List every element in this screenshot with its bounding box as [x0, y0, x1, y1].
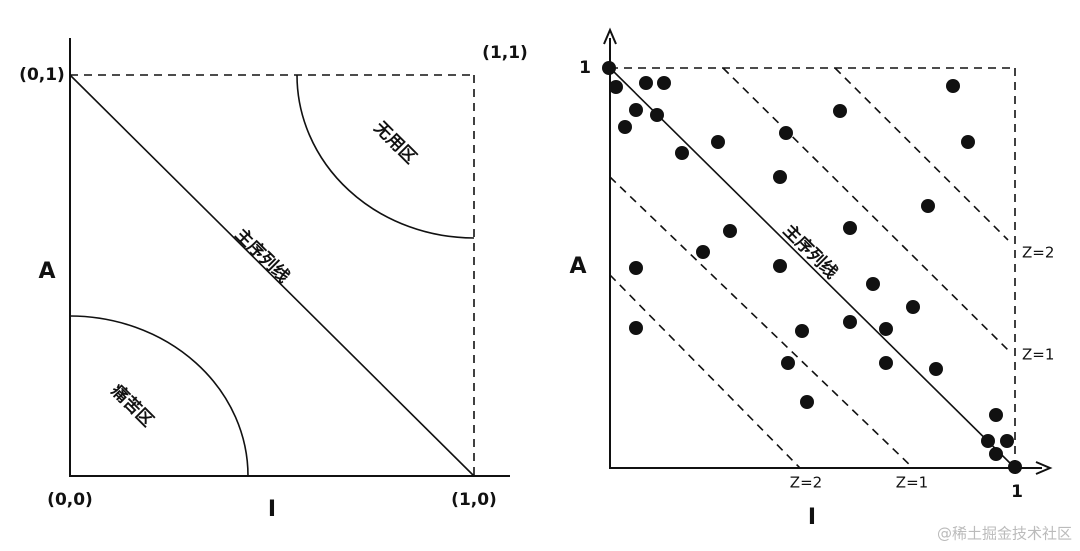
arrow [603, 27, 617, 45]
corner-label: (0,0) [47, 490, 93, 510]
main-sequence-label: 主序列线 [231, 224, 294, 287]
watermark: @稀土掘金技术社区 [937, 525, 1072, 543]
z-line [609, 176, 914, 469]
y-axis-label: A [569, 254, 586, 279]
main-sequence-line [609, 67, 1016, 469]
corner-label: (1,0) [451, 490, 497, 510]
corner-label: (1,1) [482, 43, 528, 63]
z-line [834, 67, 1009, 241]
left-diagram: (0,1) (1,1) (0,0) (1,0) A I 无用区 主序列线 痛苦区 [19, 38, 528, 522]
x-axis-label: I [268, 497, 276, 522]
x-axis-label: I [808, 505, 816, 530]
arrow [1035, 461, 1053, 475]
corner-label: (0,1) [19, 65, 65, 85]
z-label: Z=2 [790, 474, 822, 492]
y-axis-label: A [38, 259, 55, 284]
useless-arc [296, 74, 475, 239]
pain-arc [69, 315, 249, 477]
right-diagram: 1 1 A I 主序列线 Z=2 Z=1 Z=2 Z=1 [569, 27, 1054, 530]
z-label: Z=2 [1022, 244, 1054, 262]
axis-max-label: 1 [579, 58, 591, 78]
z-label: Z=1 [1022, 346, 1054, 364]
zone-label: 痛苦区 [107, 380, 158, 431]
main-sequence-label: 主序列线 [779, 220, 842, 283]
z-line [722, 67, 1009, 351]
axis-max-label: 1 [1011, 482, 1023, 502]
z-label: Z=1 [896, 474, 928, 492]
zone-label: 无用区 [369, 117, 420, 168]
points [602, 61, 1022, 474]
main-sequence-line [69, 74, 475, 477]
z-line [609, 274, 801, 469]
